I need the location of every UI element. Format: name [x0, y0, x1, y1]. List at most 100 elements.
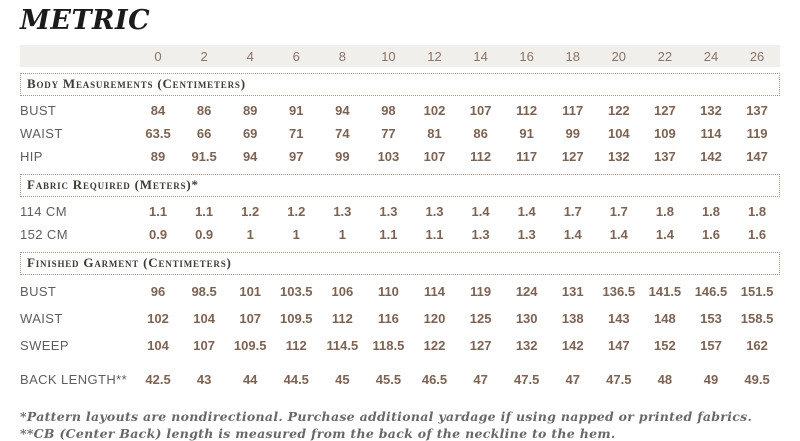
- table-row: 152 CM 0.9 0.9 1 1 1 1.1 1.1 1.3 1.3 1.4 1.4 1.4 1.6 1…: [20, 223, 780, 246]
- measurement-value: 131: [561, 284, 584, 299]
- section-rows: 114 CM 1.1 1.1 1.2 1.2 1.3 1.3 1.3 1.4 1.4 1.7 1.7 1…: [20, 200, 780, 246]
- size-header-row: 0 2 4 6 8 10 12 14 16 18 20 22 24 26: [20, 45, 780, 67]
- table-row: BUST 96 98.5 101 103.5 106 110 114 119 124 131 136.…: [20, 278, 780, 305]
- measurement-value: 109.5: [280, 311, 313, 326]
- measurement-value: 77: [381, 126, 396, 141]
- measurement-value: 1.2: [241, 204, 260, 219]
- measurement-value: 45.5: [375, 372, 402, 387]
- measurement-value: 86: [196, 103, 212, 118]
- measurement-value: 81: [427, 126, 442, 141]
- measurement-value: 45: [335, 372, 350, 387]
- measurement-value: 110: [377, 284, 399, 299]
- measurement-value: 146.5: [694, 284, 728, 299]
- measurement-value: 141.5: [648, 284, 682, 299]
- measurement-value: 1: [246, 227, 254, 242]
- section-rows: BUST 96 98.5 101 103.5 106 110 114 119 124 131 136.…: [20, 278, 780, 393]
- measurement-value: 89: [242, 103, 258, 118]
- measurement-value: 119: [470, 284, 492, 299]
- size-column-header: 20: [611, 48, 627, 64]
- measurement-value: 114: [424, 284, 445, 299]
- measurement-value: 91: [289, 103, 304, 118]
- size-column-header: 22: [657, 48, 673, 64]
- section-heading: Fabric Required (Meters)*: [20, 174, 780, 197]
- measurement-value: 137: [654, 149, 676, 164]
- measurement-value: 130: [515, 311, 538, 326]
- measurement-value: 132: [515, 338, 538, 353]
- row-label: 152 CM: [20, 227, 68, 242]
- size-column-header: 26: [749, 48, 765, 64]
- measurement-value: 42.5: [145, 372, 171, 387]
- measurement-value: 142: [700, 149, 722, 164]
- size-column-header: 2: [200, 48, 208, 64]
- measurement-value: 1.3: [471, 227, 490, 242]
- measurement-value: 103: [377, 149, 400, 164]
- measurement-value: 114: [700, 126, 722, 141]
- measurement-value: 1.6: [701, 227, 721, 242]
- measurement-value: 142: [561, 338, 584, 353]
- measurement-value: 1: [338, 227, 346, 242]
- measurement-value: 74: [335, 126, 350, 141]
- footnotes: *Pattern layouts are nondirectional. Pur…: [20, 409, 780, 441]
- measurement-value: 117: [562, 103, 584, 118]
- measurement-value: 94: [242, 149, 258, 164]
- footnote-cb-length: **CB (Center Back) length is measured fr…: [20, 426, 616, 441]
- measurement-value: 101: [239, 284, 262, 299]
- measurement-value: 47.5: [514, 372, 540, 387]
- measurement-value: 162: [746, 338, 768, 353]
- measurement-value: 127: [469, 338, 492, 353]
- table-row: 114 CM 1.1 1.1 1.2 1.2 1.3 1.3 1.3 1.4 1.4 1.7 1.7 1…: [20, 200, 780, 223]
- measurement-value: 1.3: [517, 227, 536, 242]
- measurement-value: 125: [469, 311, 492, 326]
- measurement-value: 1.8: [701, 204, 721, 219]
- measurement-value: 157: [700, 338, 722, 353]
- measurement-value: 117: [516, 149, 538, 164]
- measurement-value: 152: [654, 338, 676, 353]
- size-chart-table: Body Measurements (Centimeters) BUST 84 86 8…: [20, 73, 780, 393]
- measurement-value: 91: [519, 126, 534, 141]
- measurement-value: 1.8: [655, 204, 674, 219]
- measurement-value: 147: [746, 149, 768, 164]
- measurement-value: 158.5: [740, 311, 774, 326]
- measurement-value: 47.5: [606, 372, 632, 387]
- measurement-value: 1.4: [609, 227, 628, 242]
- measurement-value: 1.4: [517, 204, 536, 219]
- measurement-value: 120: [423, 311, 446, 326]
- measurement-value: 106: [331, 284, 354, 299]
- measurement-value: 43: [196, 372, 212, 387]
- measurement-value: 47: [473, 372, 488, 387]
- table-row: WAIST 63.5 66 69 71 74 77 81 86 91 99 104 109 114 119: [20, 122, 780, 145]
- size-column-header: 8: [338, 48, 346, 64]
- measurement-value: 47: [565, 372, 580, 387]
- measurement-value: 1.7: [609, 204, 628, 219]
- measurement-value: 116: [377, 311, 399, 326]
- measurement-value: 104: [607, 126, 630, 141]
- measurement-value: 147: [607, 338, 630, 353]
- measurement-value: 1: [292, 227, 300, 242]
- measurement-value: 49: [703, 372, 719, 387]
- measurement-value: 137: [746, 103, 768, 118]
- measurement-value: 46.5: [421, 372, 448, 387]
- measurement-value: 66: [196, 126, 212, 141]
- measurement-value: 148: [654, 311, 676, 326]
- row-label: WAIST: [20, 126, 63, 141]
- measurement-value: 1.1: [379, 227, 398, 242]
- row-label: WAIST: [20, 311, 63, 326]
- measurement-value: 112: [285, 338, 307, 353]
- measurement-value: 102: [423, 103, 446, 118]
- row-label: HIP: [20, 149, 43, 164]
- table-row: BACK LENGTH** 42.5 43 44 44.5 45 45.5 46.5 47 47.…: [20, 366, 780, 393]
- measurement-value: 127: [561, 149, 584, 164]
- measurement-value: 99: [335, 149, 350, 164]
- measurement-value: 44: [242, 372, 258, 387]
- page-title: METRIC: [20, 5, 151, 36]
- measurement-value: 1.7: [563, 204, 582, 219]
- measurement-value: 107: [239, 311, 262, 326]
- measurement-value: 1.3: [379, 204, 398, 219]
- measurement-value: 94: [335, 103, 350, 118]
- measurement-value: 71: [289, 126, 304, 141]
- measurement-value: 1.8: [748, 204, 767, 219]
- measurement-value: 98.5: [191, 284, 217, 299]
- measurement-value: 114.5: [326, 338, 359, 353]
- measurement-value: 107: [423, 149, 446, 164]
